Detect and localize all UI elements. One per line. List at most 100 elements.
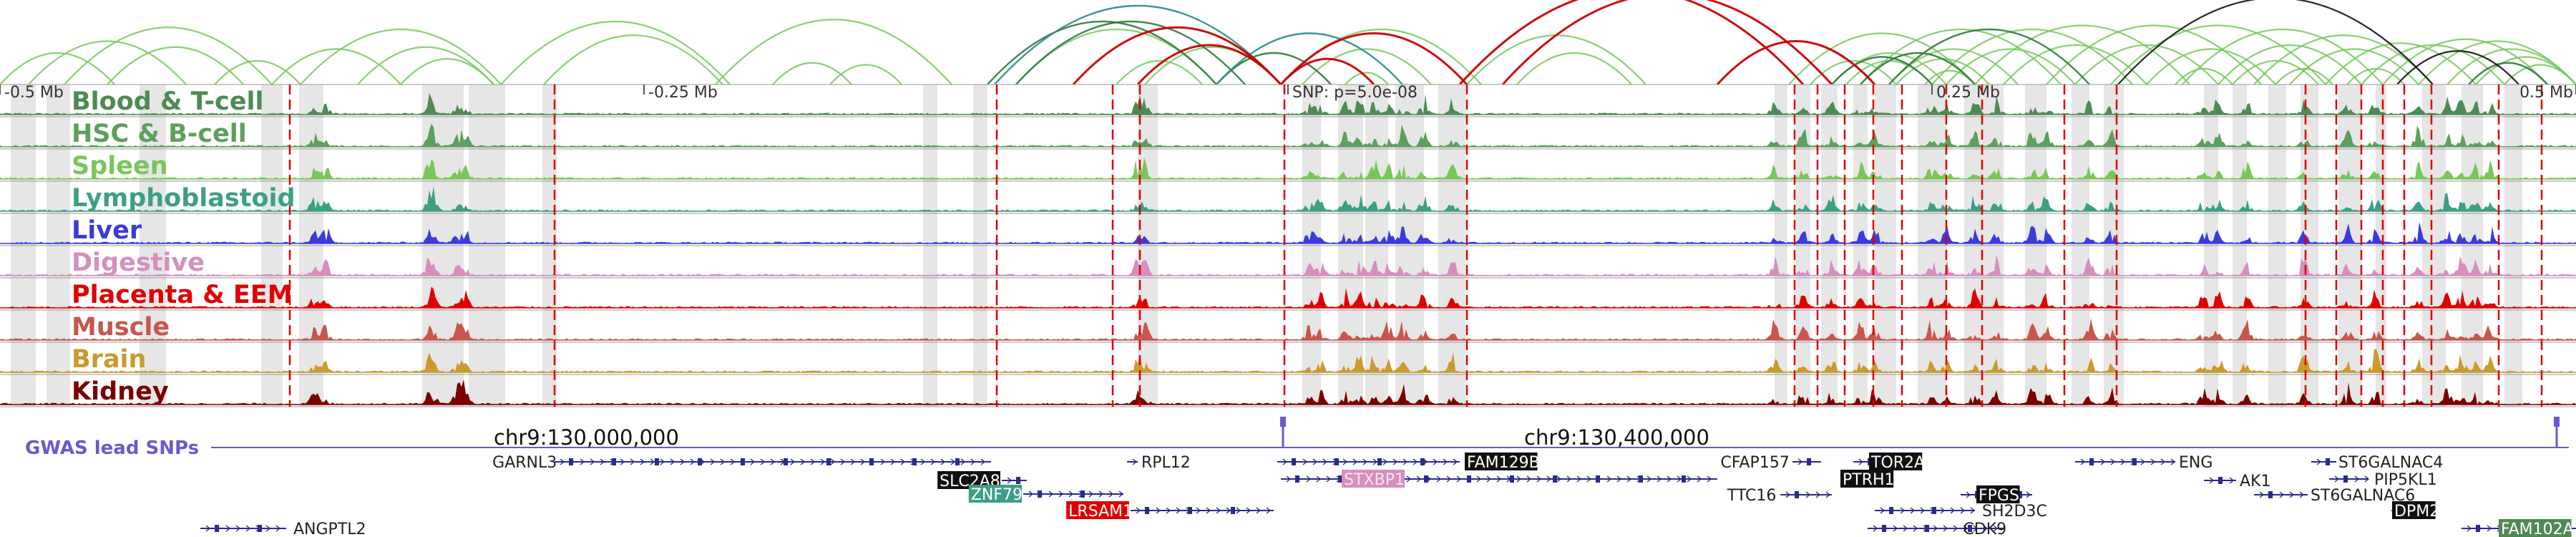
gene-strand-arrow xyxy=(900,458,906,465)
gene-strand-arrow xyxy=(960,458,966,465)
gene-strand-arrow xyxy=(1433,458,1438,465)
gene-exon xyxy=(2343,475,2348,483)
gene-strand-arrow xyxy=(1657,475,1662,483)
gene-strand-arrow xyxy=(1797,458,1803,465)
gene-strand-arrow xyxy=(275,525,281,532)
gene-strand-arrow xyxy=(1576,475,1582,483)
gene-strand-arrow xyxy=(1873,525,1878,532)
gene-strand-arrow xyxy=(830,458,836,465)
loop-arc xyxy=(1345,72,1389,85)
gwas-snp-marker xyxy=(1280,417,1286,427)
gene-strand-arrow xyxy=(1616,475,1622,483)
track-signal xyxy=(0,221,2576,243)
gene-label: FAM129B xyxy=(1467,454,1540,472)
gene-strand-arrow xyxy=(1156,507,1161,514)
gene-exon xyxy=(741,458,745,465)
gene-strand-arrow xyxy=(1707,475,1712,483)
position-ruler: -0.5 Mb -0.25 Mb 0.25 Mb 0.5 Mb SNP: p=5.0e-… xyxy=(0,84,2576,102)
gene-strand-arrow xyxy=(1785,491,1791,498)
gene-strand-arrow xyxy=(1132,458,1138,465)
gene-strand-arrow xyxy=(1206,507,1211,514)
loop-arc xyxy=(271,48,401,85)
gene-exon xyxy=(2268,491,2273,498)
loop-arc xyxy=(2382,38,2548,85)
gene-strand-arrow xyxy=(1805,491,1811,498)
gene-exon xyxy=(1553,475,1557,483)
gene-exon xyxy=(1145,507,1149,514)
loop-arc xyxy=(1831,56,1933,85)
gene-exon xyxy=(912,458,917,465)
loop-arc xyxy=(2110,24,2326,85)
loop-arc xyxy=(1516,52,1632,85)
gene-exon xyxy=(1424,475,1428,483)
gene-annotation-track: GARNL3 RPL12SLC2A8ZNF79LRSAM1ANGPTL2FAM12… xyxy=(200,453,2576,537)
gene-strand-arrow xyxy=(1413,458,1418,465)
gene-strand-arrow xyxy=(1546,475,1552,483)
ruler-tick-label: 0.5 Mb xyxy=(2519,84,2573,102)
gene-strand-arrow xyxy=(930,458,936,465)
gene-strand-arrow xyxy=(2279,491,2285,498)
gene-label-badge xyxy=(2392,501,2436,519)
track-labels: Blood & T-cell HSC & B-cell Spleen Lymphobl… xyxy=(72,87,296,406)
gene-strand-arrow xyxy=(940,458,946,465)
gene-strand-arrow xyxy=(670,458,675,465)
gene-exon xyxy=(2018,491,2022,498)
track-signal xyxy=(0,255,2576,276)
gene-strand-arrow xyxy=(640,458,645,465)
gene-strand-arrow xyxy=(1382,458,1388,465)
track-signal xyxy=(0,123,2576,147)
gene-strand-arrow xyxy=(2140,458,2146,465)
gene-label: DPM2 xyxy=(2394,503,2439,521)
coordinate-label: chr9:130,000,000 xyxy=(494,425,679,450)
gene-strand-arrow xyxy=(590,458,595,465)
gene-exon xyxy=(258,525,262,532)
gene-exon xyxy=(1295,475,1299,483)
loop-arc xyxy=(1279,57,1375,86)
track-label: Digestive xyxy=(72,248,205,277)
gene-strand-arrow xyxy=(265,525,271,532)
gene-strand-arrow xyxy=(850,458,856,465)
gene-strand-arrow xyxy=(1068,490,1074,498)
gene-strand-arrow xyxy=(245,525,251,532)
track-signal xyxy=(0,379,2576,405)
loop-arc xyxy=(2146,48,2276,85)
gene-strand-arrow xyxy=(1406,475,1412,483)
loop-arc xyxy=(994,4,1282,85)
gene-label: RPL12 xyxy=(1141,454,1191,472)
gene-label: ZNF79 xyxy=(971,486,1023,504)
gene-label: ANGPTL2 xyxy=(293,521,366,537)
track-label: HSC & B-cell xyxy=(72,120,247,148)
gene-exon xyxy=(1231,507,1235,514)
loop-arc xyxy=(1931,28,2133,85)
gene-strand-arrow xyxy=(1815,491,1821,498)
gene-label: TOR2A xyxy=(1870,454,1925,472)
gene-strand-arrow xyxy=(720,458,726,465)
gene-strand-arrow xyxy=(1372,458,1378,465)
gene-strand-arrow xyxy=(1246,507,1252,514)
gene-strand-arrow xyxy=(1953,525,1958,532)
gene-strand-arrow xyxy=(1825,491,1831,498)
track-label: Lymphoblastoid xyxy=(72,184,296,213)
gene-strand-arrow xyxy=(840,458,846,465)
gene-strand-arrow xyxy=(1362,458,1368,465)
gwas-track: GWAS lead SNPs chr9:130,000,000 chr9:130,4… xyxy=(25,417,2569,459)
enhancer-marker-lines xyxy=(288,84,2543,407)
gene-exon xyxy=(1510,475,1514,483)
gene-strand-arrow xyxy=(1516,475,1522,483)
loop-arc xyxy=(2117,0,2434,85)
gene-strand-arrow xyxy=(2299,491,2305,498)
gene-strand-arrow xyxy=(800,458,806,465)
loop-arc xyxy=(1888,28,2090,85)
gene-exon xyxy=(1335,458,1339,465)
gene-exon xyxy=(1889,507,1893,514)
gene-label: AK1 xyxy=(2240,473,2270,490)
gene-strand-arrow xyxy=(1266,507,1272,514)
loop-arc xyxy=(1946,48,2076,85)
loop-arc xyxy=(2325,42,2477,85)
loop-arc xyxy=(1860,52,1976,85)
gene-strand-arrow xyxy=(1028,490,1034,498)
loop-arc xyxy=(1015,20,1246,85)
gene-strand-arrow xyxy=(680,458,686,465)
track-signal xyxy=(0,318,2576,340)
gene-strand-arrow xyxy=(730,458,736,465)
